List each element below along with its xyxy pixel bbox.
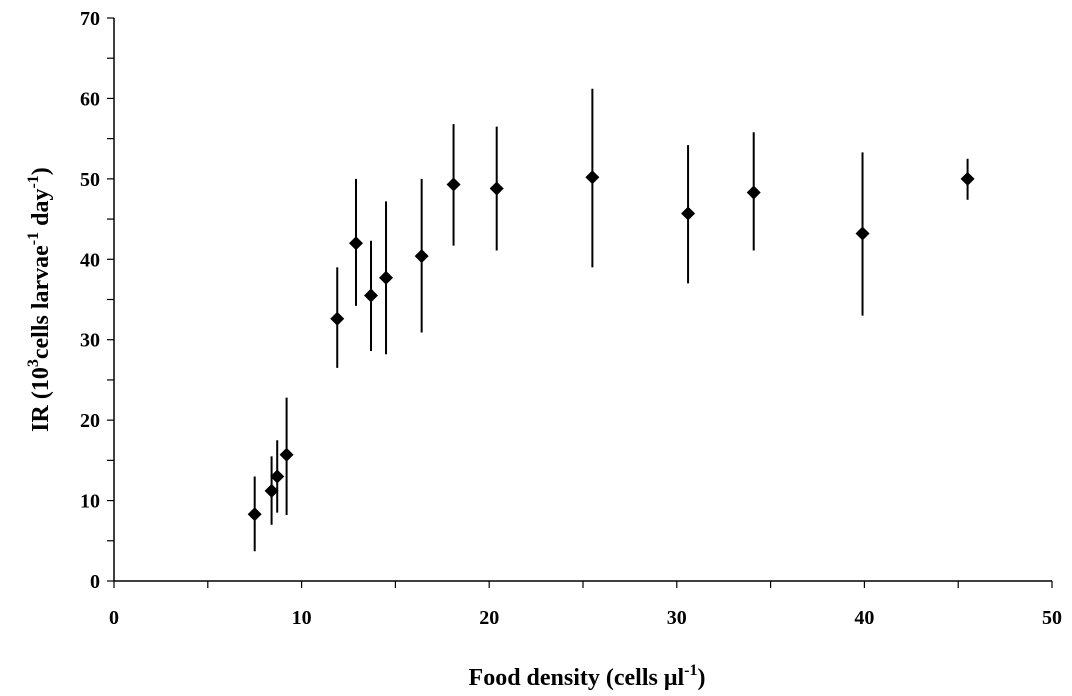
- data-point: [264, 483, 279, 498]
- data-point: [270, 469, 285, 484]
- data-point: [489, 181, 504, 196]
- y-tick-label: 30: [80, 330, 100, 352]
- x-tick-label: 0: [109, 607, 119, 629]
- x-axis-title-end: ): [697, 665, 705, 691]
- x-tick-label: 40: [854, 607, 874, 629]
- y-tick-label: 10: [80, 491, 100, 513]
- y-tick-label: 70: [80, 8, 100, 30]
- data-point: [379, 270, 394, 285]
- data-point: [960, 171, 975, 186]
- y-axis-title-part-7: ): [28, 167, 54, 175]
- data-point: [414, 249, 429, 264]
- data-point: [279, 447, 294, 462]
- data-point: [446, 177, 461, 192]
- y-axis-title-part-5: day: [28, 189, 54, 232]
- y-tick-label: 40: [80, 249, 100, 271]
- y-axis-title-part-1: IR (10: [28, 367, 54, 432]
- y-axis-title-part-2: 3: [25, 359, 42, 367]
- data-point: [330, 311, 345, 326]
- y-axis-title-part-6: -1: [25, 175, 42, 188]
- x-tick-label: 10: [292, 607, 312, 629]
- data-point: [247, 507, 262, 522]
- y-tick-label: 60: [80, 88, 100, 110]
- y-axis: 0 10 20 30 40 50 60 70: [80, 8, 115, 593]
- x-tick-label: 50: [1042, 607, 1062, 629]
- x-tick-label: 30: [667, 607, 687, 629]
- y-axis-title-part-3: cells larvae: [28, 245, 54, 359]
- y-tick-label: 20: [80, 410, 100, 432]
- x-axis-title-superscript: -1: [684, 662, 697, 679]
- data-point: [681, 206, 696, 221]
- data-point: [364, 288, 379, 303]
- data-point: [585, 170, 600, 185]
- plot-area: [247, 88, 975, 552]
- x-axis: 0 10 20 30 40 50: [109, 580, 1062, 629]
- y-tick-label: 50: [80, 169, 100, 191]
- data-point: [349, 236, 364, 251]
- x-axis-title: Food density (cells μl-1): [469, 662, 706, 691]
- x-axis-title-main: Food density (cells μl: [469, 665, 685, 691]
- y-axis-title-part-4: -1: [25, 232, 42, 245]
- data-point: [746, 185, 761, 200]
- y-tick-label: 0: [90, 571, 100, 593]
- x-tick-label: 20: [479, 607, 499, 629]
- y-axis-title: IR (103cells larvae-1 day-1): [25, 167, 54, 432]
- data-point: [855, 226, 870, 241]
